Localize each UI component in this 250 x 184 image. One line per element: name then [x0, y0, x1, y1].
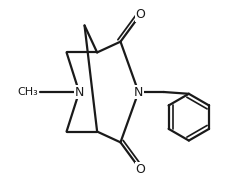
- Text: O: O: [135, 163, 145, 176]
- Text: N: N: [134, 86, 143, 98]
- Text: N: N: [74, 86, 84, 98]
- Text: O: O: [135, 8, 145, 21]
- Text: CH₃: CH₃: [17, 87, 38, 97]
